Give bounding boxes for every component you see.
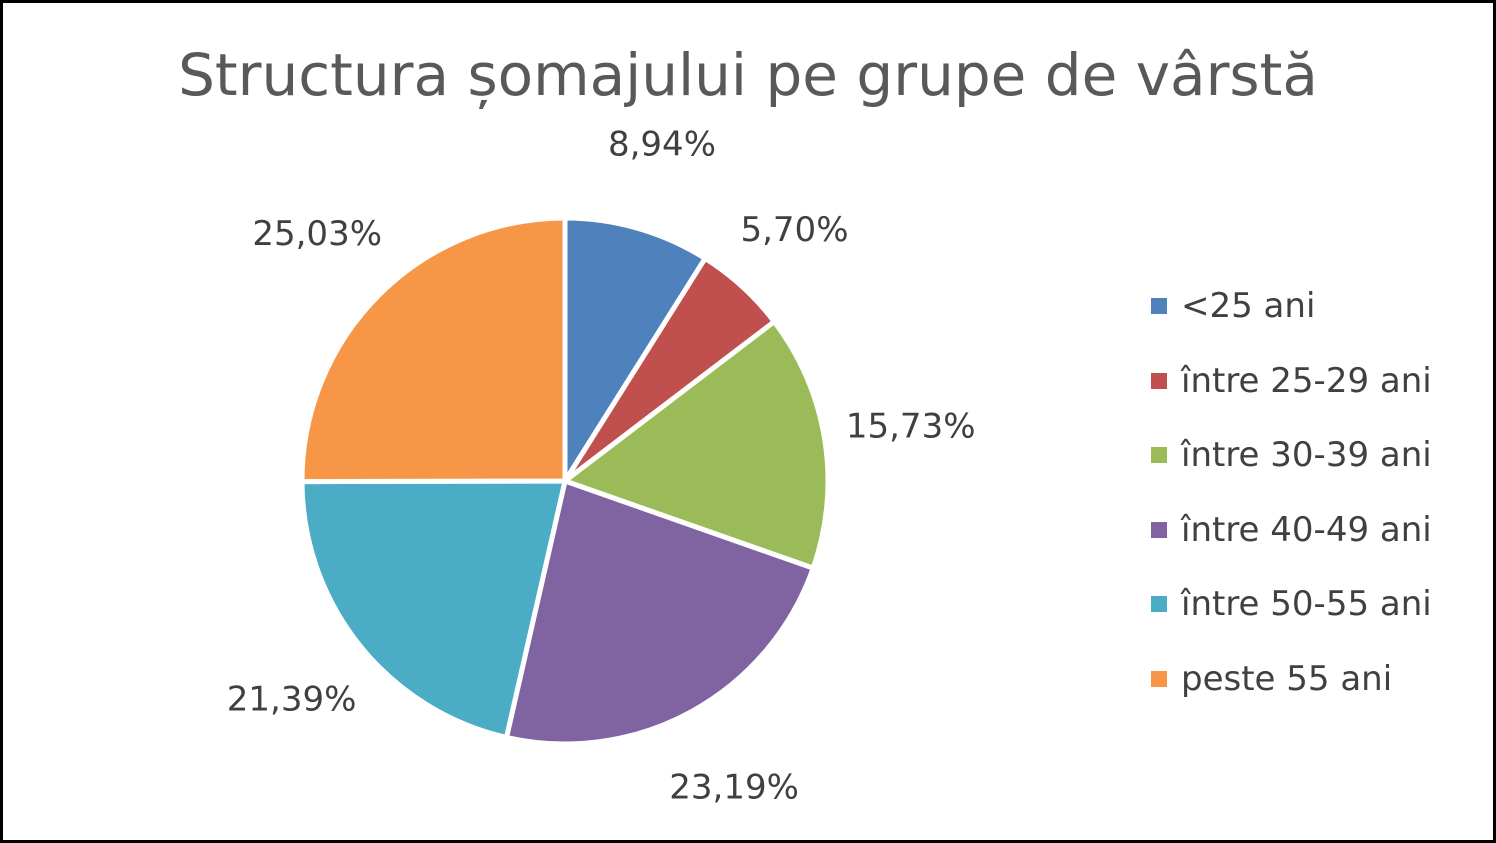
- chart-title: Structura șomajului pe grupe de vârstă: [178, 41, 1318, 109]
- data-label-6: 25,03%: [252, 214, 382, 254]
- legend-label-1: <25 ani: [1181, 286, 1316, 327]
- legend-item-3: între 30-39 ani: [1151, 418, 1432, 493]
- pie-slice-5: [299, 478, 568, 740]
- legend-label-3: între 30-39 ani: [1181, 435, 1432, 476]
- data-label-1: 8,94%: [608, 125, 716, 165]
- legend-item-2: între 25-29 ani: [1151, 344, 1432, 419]
- pie-chart: 8,94% 5,70% 15,73% 23,19% 21,39% 25,03%: [227, 125, 976, 808]
- data-label-3: 15,73%: [846, 407, 976, 447]
- legend-swatch-2: [1151, 372, 1167, 389]
- legend-label-2: între 25-29 ani: [1181, 360, 1432, 401]
- chart-legend: <25 ani între 25-29 ani între 30-39 ani înt…: [1151, 269, 1432, 716]
- data-label-2: 5,70%: [740, 210, 848, 250]
- legend-item-4: între 40-49 ani: [1151, 493, 1432, 568]
- legend-swatch-4: [1151, 521, 1167, 538]
- pie-slice-3: [562, 319, 831, 571]
- legend-item-1: <25 ani: [1151, 269, 1432, 344]
- legend-swatch-3: [1151, 447, 1167, 464]
- legend-swatch-1: [1151, 298, 1167, 315]
- legend-label-5: între 50-55 ani: [1181, 584, 1432, 625]
- legend-item-6: peste 55 ani: [1151, 642, 1432, 717]
- legend-label-6: peste 55 ani: [1181, 658, 1393, 699]
- data-label-4: 23,19%: [669, 767, 799, 807]
- legend-swatch-5: [1151, 596, 1167, 613]
- pie-slice-1: [562, 215, 708, 484]
- legend-label-4: între 40-49 ani: [1181, 509, 1432, 550]
- pie-slice-6: [299, 215, 568, 485]
- legend-swatch-6: [1151, 670, 1167, 687]
- pie-slice-4: [503, 478, 816, 747]
- legend-item-5: între 50-55 ani: [1151, 567, 1432, 642]
- data-label-5: 21,39%: [227, 680, 357, 720]
